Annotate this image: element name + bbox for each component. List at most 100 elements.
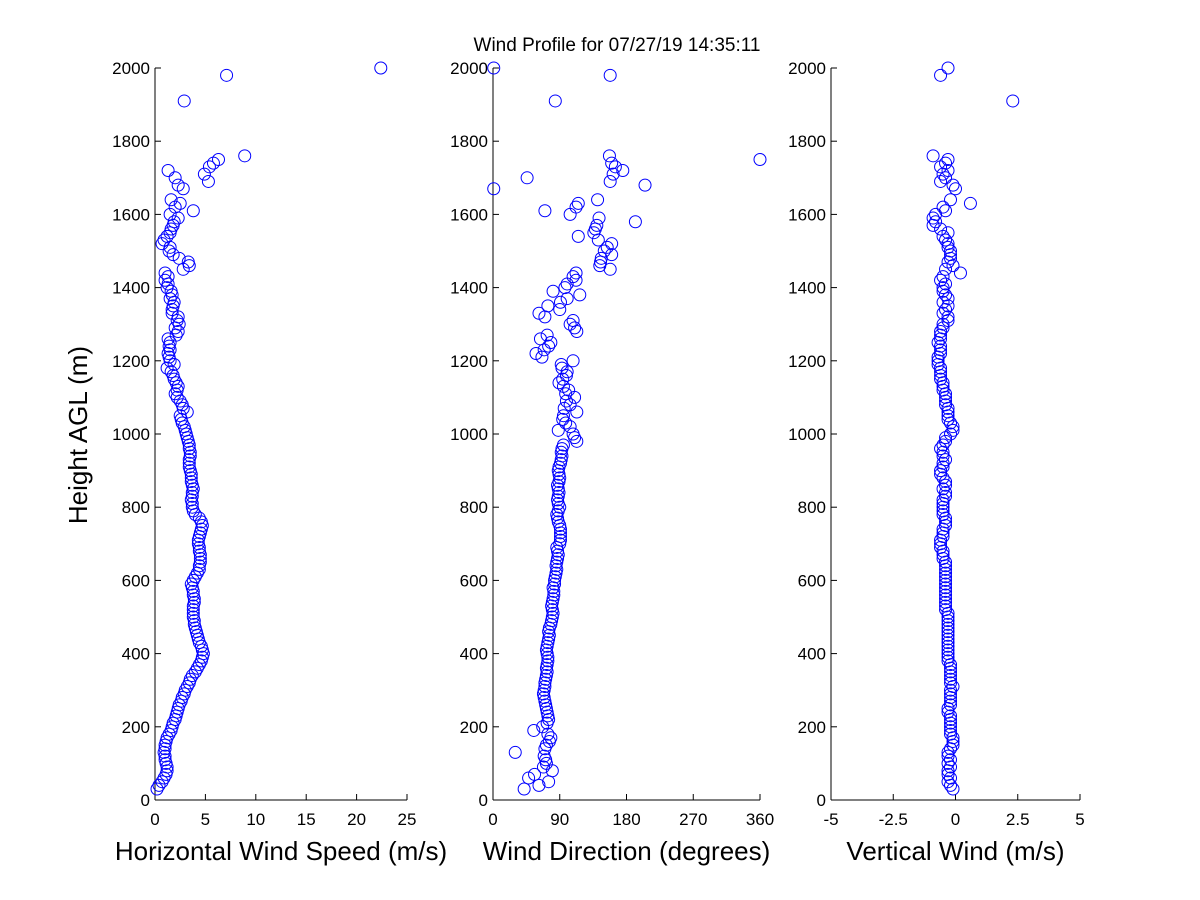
data-point <box>939 489 953 503</box>
data-point <box>187 595 201 609</box>
y-tick-label: 1000 <box>112 425 150 444</box>
data-point <box>941 745 955 759</box>
data-point <box>603 174 617 188</box>
data-point <box>926 211 940 225</box>
data-point <box>532 778 546 792</box>
data-point <box>941 775 955 789</box>
data-point <box>944 753 958 767</box>
data-point <box>160 229 174 243</box>
data-point <box>487 61 501 75</box>
data-point <box>941 628 955 642</box>
data-point <box>929 215 943 229</box>
data-point <box>537 749 551 763</box>
data-point <box>220 68 234 82</box>
data-point <box>566 427 580 441</box>
data-point <box>182 460 196 474</box>
data-point <box>168 387 182 401</box>
data-point <box>374 61 388 75</box>
data-point <box>941 647 955 661</box>
data-point <box>939 603 953 617</box>
data-point <box>566 314 580 328</box>
data-point <box>487 182 501 196</box>
data-point <box>941 163 955 177</box>
data-point <box>934 325 948 339</box>
data-point <box>941 292 955 306</box>
data-point <box>939 577 953 591</box>
data-point <box>934 343 948 357</box>
data-point <box>158 753 172 767</box>
data-point <box>164 284 178 298</box>
y-tick-label: 1800 <box>450 132 488 151</box>
data-point <box>175 398 189 412</box>
data-point <box>167 357 181 371</box>
data-point <box>169 376 183 390</box>
data-point <box>178 683 192 697</box>
data-point <box>559 394 573 408</box>
data-point <box>560 292 574 306</box>
data-point <box>944 427 958 441</box>
y-tick-label: 1000 <box>788 425 826 444</box>
x-tick-label: 2.5 <box>1006 810 1030 829</box>
data-point <box>161 332 175 346</box>
data-point <box>553 295 567 309</box>
data-point <box>201 174 215 188</box>
data-point <box>173 196 187 210</box>
data-point <box>597 244 611 258</box>
data-point <box>160 731 174 745</box>
x-tick-label: 25 <box>398 810 417 829</box>
y-tick-label: 2000 <box>788 59 826 78</box>
data-point <box>568 321 582 335</box>
data-point <box>605 156 619 170</box>
data-point <box>166 248 180 262</box>
y-tick-label: 600 <box>460 571 488 590</box>
data-point <box>941 226 955 240</box>
data-point <box>238 149 252 163</box>
data-point <box>638 178 652 192</box>
x-tick-label: -5 <box>823 810 838 829</box>
data-point <box>539 738 553 752</box>
data-point <box>541 299 555 313</box>
data-point <box>946 178 960 192</box>
data-point <box>936 281 950 295</box>
data-point <box>944 727 958 741</box>
data-point <box>172 698 186 712</box>
data-point <box>944 244 958 258</box>
data-point <box>963 196 977 210</box>
data-point <box>946 420 960 434</box>
data-point <box>553 529 567 543</box>
data-point <box>941 61 955 75</box>
data-point <box>944 687 958 701</box>
y-tick-label: 1200 <box>112 352 150 371</box>
y-tick-label: 800 <box>460 498 488 517</box>
data-point <box>559 416 573 430</box>
data-point <box>547 588 561 602</box>
data-points <box>926 61 1020 796</box>
data-point <box>152 778 166 792</box>
data-point <box>566 354 580 368</box>
data-point <box>602 149 616 163</box>
data-point <box>165 306 179 320</box>
data-point <box>944 771 958 785</box>
data-point <box>171 379 185 393</box>
data-point <box>936 295 950 309</box>
data-point <box>569 200 583 214</box>
data-point <box>944 669 958 683</box>
y-tick-label: 200 <box>798 718 826 737</box>
y-tick-label: 800 <box>122 498 150 517</box>
y-tick-label: 600 <box>798 571 826 590</box>
data-point <box>155 237 169 251</box>
data-point <box>186 573 200 587</box>
data-point <box>603 68 617 82</box>
y-tick-label: 800 <box>798 498 826 517</box>
data-point <box>939 475 953 489</box>
data-point <box>164 365 178 379</box>
data-point <box>936 482 950 496</box>
y-tick-label: 400 <box>122 645 150 664</box>
data-point <box>941 632 955 646</box>
y-tick-label: 1400 <box>788 279 826 298</box>
data-point <box>941 639 955 653</box>
data-point <box>929 207 943 221</box>
y-tick-label: 200 <box>122 718 150 737</box>
